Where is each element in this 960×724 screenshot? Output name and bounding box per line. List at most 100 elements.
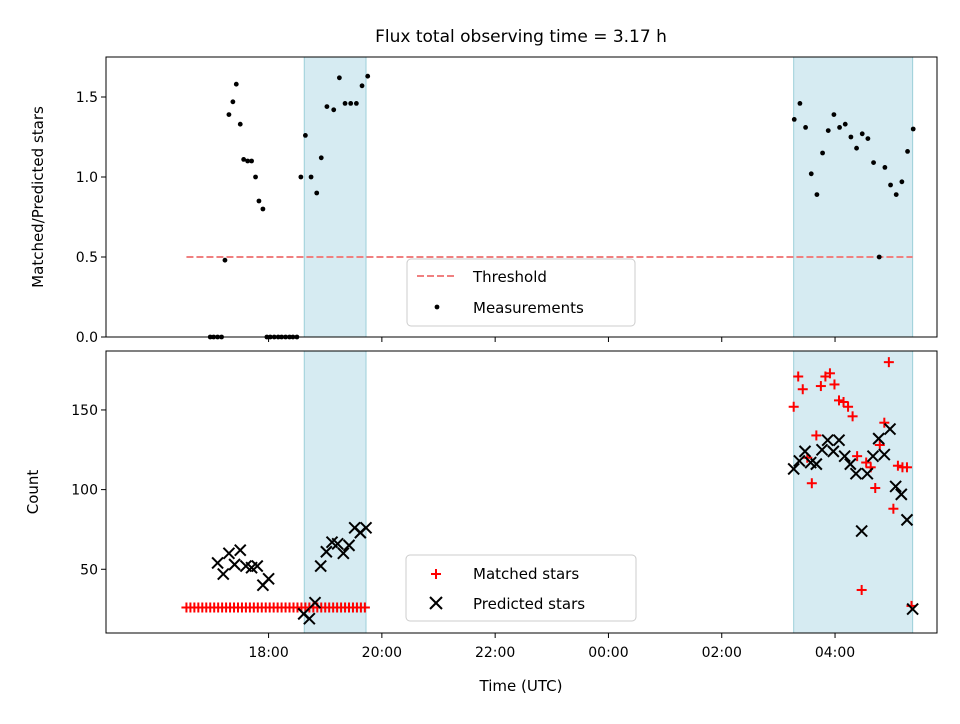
measurement-point xyxy=(256,198,262,204)
top-legend-box xyxy=(406,258,636,327)
measurement-point xyxy=(859,131,865,137)
marker-stroke xyxy=(844,457,857,471)
marker-stroke xyxy=(838,449,851,463)
marker-stroke xyxy=(883,422,897,436)
measurement-point xyxy=(893,192,899,198)
y-tick-label: 1.5 xyxy=(76,90,98,106)
x-tick-label: 04:00 xyxy=(815,645,855,661)
x-tick-label: 18:00 xyxy=(248,645,288,661)
matched-star-point xyxy=(359,602,370,613)
matched-star-point xyxy=(788,401,799,412)
measurement-point xyxy=(910,126,916,132)
predicted-star-point xyxy=(895,488,908,501)
marker-stroke xyxy=(251,559,264,573)
matched-star-point xyxy=(834,395,845,406)
measurement-point xyxy=(905,149,910,154)
marker-stroke xyxy=(303,612,316,625)
matched-star-point xyxy=(843,401,854,412)
marker-stroke xyxy=(239,559,253,573)
measurement-point xyxy=(237,121,243,127)
y-tick-label: 0.0 xyxy=(76,330,98,346)
matched-star-point xyxy=(824,368,835,379)
measurement-point xyxy=(365,73,371,79)
matched-star-point xyxy=(856,584,867,595)
measurement-point xyxy=(226,112,232,117)
measurement-point xyxy=(260,206,266,212)
bottom-points xyxy=(181,357,919,625)
measurement-point xyxy=(854,145,859,151)
y-tick-label: 150 xyxy=(71,403,98,419)
top-x-axis-ticks xyxy=(268,337,836,342)
y-tick-label: 100 xyxy=(71,483,98,499)
measurement-point xyxy=(831,112,837,117)
top-y-axis-ticks: 0.0 0.5 1.0 1.5 xyxy=(76,90,106,346)
marker-stroke xyxy=(325,535,339,549)
observing-window-span-2 xyxy=(793,56,914,338)
measurement-point xyxy=(803,125,808,130)
bottom-legend-box xyxy=(405,554,637,622)
bottom-y-axis-ticks: 50 100 150 xyxy=(71,403,106,578)
bottom-y-axis-label: Count xyxy=(24,470,42,515)
observing-window-span-1 xyxy=(303,56,367,338)
measurement-point xyxy=(302,133,308,138)
matched-star-point xyxy=(861,457,872,468)
measurement-point xyxy=(342,101,348,106)
predicted-star-point xyxy=(228,558,241,571)
matched-star-point xyxy=(883,357,894,368)
measurement-point xyxy=(245,158,251,164)
measurement-point xyxy=(837,125,842,130)
marker-stroke xyxy=(849,467,863,480)
matched-star-point xyxy=(797,384,808,395)
measurement-point xyxy=(791,117,797,122)
measurement-point xyxy=(820,150,825,156)
x-tick-label: 02:00 xyxy=(702,645,742,661)
marker-stroke xyxy=(900,513,914,527)
measurement-point xyxy=(797,101,803,106)
measurement-point xyxy=(314,190,320,196)
marker-stroke xyxy=(308,596,322,609)
top-y-axis-label: Matched/Predicted stars xyxy=(29,106,47,288)
measurement-point xyxy=(230,99,236,105)
chart-title: Flux total observing time = 3.17 h xyxy=(375,27,667,47)
predicted-star-point xyxy=(866,449,880,463)
predicted-star-point xyxy=(359,521,373,535)
measurement-point xyxy=(825,128,831,134)
bottom-legend: Matched stars Predicted stars xyxy=(405,554,637,622)
marker-stroke xyxy=(787,462,800,476)
top-panel: 0.0 0.5 1.0 1.5 Matched/Predicted stars Thr… xyxy=(29,56,938,346)
predicted-star-point xyxy=(251,559,264,573)
predicted-star-point xyxy=(832,434,846,447)
marker-stroke xyxy=(861,467,874,480)
marker-stroke xyxy=(262,572,275,586)
measurement-point xyxy=(359,83,365,89)
bottom-legend-matched-label: Matched stars xyxy=(473,565,579,583)
predicted-star-point xyxy=(217,567,230,581)
predicted-star-point xyxy=(320,545,333,558)
matched-star-point xyxy=(815,381,826,392)
marker-stroke xyxy=(878,448,891,461)
measurement-point xyxy=(842,121,848,127)
top-legend: Threshold Measurements xyxy=(406,258,636,327)
marker-stroke xyxy=(331,537,344,550)
measurement-point xyxy=(865,136,871,142)
measurement-point xyxy=(233,81,239,87)
bottom-legend-predicted-swatch xyxy=(429,596,443,610)
measurement-point xyxy=(331,107,337,113)
predicted-star-point xyxy=(793,454,806,468)
predicted-star-point xyxy=(849,467,863,480)
matched-star-point xyxy=(888,503,899,514)
measurement-point xyxy=(888,182,893,188)
bottom-legend-matched-swatch xyxy=(431,569,441,579)
predicted-star-point xyxy=(878,448,891,461)
x-tick-label: 22:00 xyxy=(475,645,515,661)
bottom-x-axis-ticks: 18:00 20:00 22:00 00:00 02:00 04:00 xyxy=(248,633,855,661)
marker-stroke xyxy=(217,567,230,581)
x-tick-label: 20:00 xyxy=(362,645,402,661)
measurement-point xyxy=(308,174,314,180)
observing-window-span-2 xyxy=(793,350,914,634)
predicted-star-point xyxy=(810,457,823,471)
marker-stroke xyxy=(342,539,356,552)
predicted-star-point xyxy=(337,547,350,560)
top-legend-measurements-label: Measurements xyxy=(473,299,584,317)
